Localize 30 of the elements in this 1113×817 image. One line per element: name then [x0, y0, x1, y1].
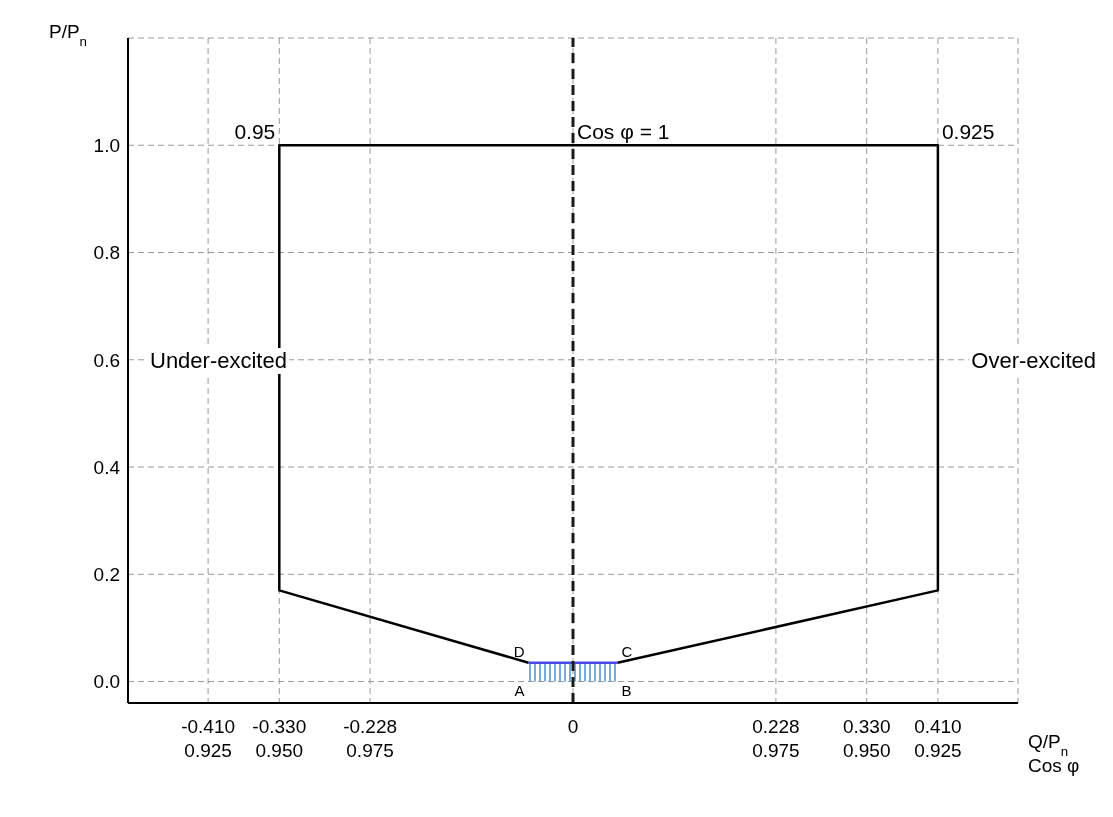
text: 0.975	[346, 739, 394, 761]
y-tick-label: 0.0	[93, 671, 120, 693]
annotation: Over-excited	[969, 348, 1098, 374]
text: 0.950	[842, 739, 891, 761]
x-tick-label: -0.330	[252, 716, 307, 737]
x-tick-label: 0.228	[752, 716, 800, 737]
annotation: 0.925	[941, 120, 995, 144]
annotation: B	[621, 681, 632, 699]
annotation: 0.95	[234, 120, 276, 144]
y-axis-title: P/P$_{n}$	[48, 21, 88, 49]
y-tick-label: 0.8	[93, 242, 120, 264]
x-tick-label: -0.410	[181, 716, 236, 737]
text: 0.925	[914, 739, 962, 761]
annotation: Under-excited	[148, 348, 289, 374]
x-tick-label: 0	[567, 716, 579, 737]
y-tick-label: 0.2	[93, 564, 120, 586]
x-tick-label: 0.410	[914, 716, 962, 737]
text: 0.975	[752, 739, 800, 761]
annotation: Cos φ = 1	[577, 120, 670, 144]
x-axis-title: Q/P$_{n}$ Cos φ	[1028, 731, 1080, 776]
y-tick-label: 0.4	[93, 456, 121, 478]
x-tick-label: -0.228	[343, 716, 398, 737]
annotation: A	[514, 681, 525, 699]
x-tick-label: 0.330	[842, 716, 891, 737]
annotation: C	[621, 642, 633, 660]
text: 0.950	[255, 739, 304, 761]
y-tick-label: 1.0	[93, 135, 120, 156]
y-tick-label: 0.6	[93, 349, 120, 371]
text: 0.925	[184, 739, 232, 761]
annotation: D	[513, 642, 525, 660]
